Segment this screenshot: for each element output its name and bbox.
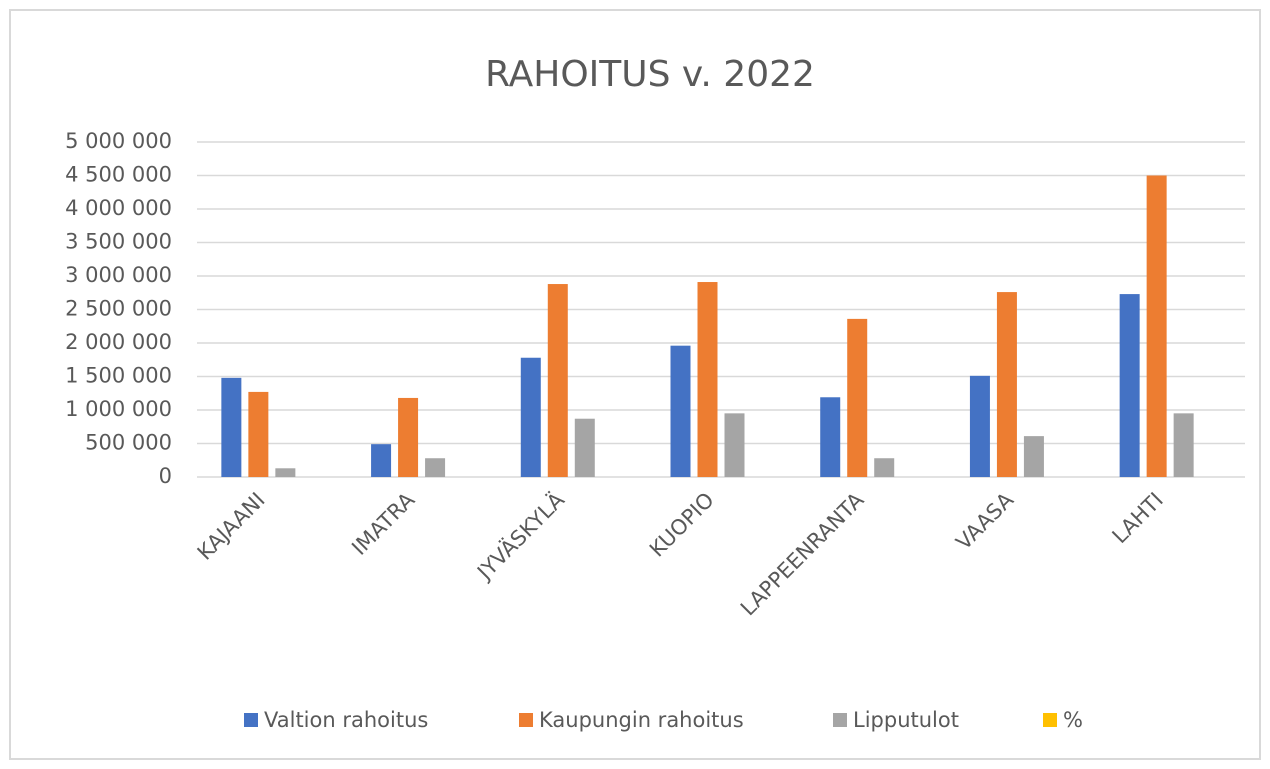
bar [969,375,990,477]
legend-swatch [833,713,847,727]
bar [1173,413,1194,477]
legend-swatch [519,713,533,727]
legend-label: Lipputulot [853,708,959,732]
y-tick-label: 1 500 000 [65,364,172,388]
y-tick-label: 1 000 000 [65,397,172,421]
legend-label: Kaupungin rahoitus [539,708,744,732]
bar [996,292,1017,477]
bar [520,357,541,477]
bar [574,418,595,477]
chart-border [9,9,1261,760]
y-tick-label: 5 000 000 [65,129,172,153]
bar [275,468,296,477]
legend-swatch [1043,713,1057,727]
bar [547,284,568,477]
bar [724,413,745,477]
bar [820,397,841,477]
bar [425,458,446,477]
bar [1119,294,1140,477]
bar [1023,436,1044,477]
legend-label: Valtion rahoitus [264,708,428,732]
bar [398,397,419,477]
y-tick-label: 4 000 000 [65,196,172,220]
bar [1146,175,1167,477]
y-tick-label: 500 000 [85,431,172,455]
y-tick-label: 0 [159,464,172,488]
y-tick-label: 2 000 000 [65,330,172,354]
bar [847,318,868,477]
legend-swatch [244,713,258,727]
bar [874,458,895,477]
y-tick-label: 2 500 000 [65,297,172,321]
chart-title: RAHOITUS v. 2022 [485,54,815,95]
legend-label: % [1063,708,1083,732]
bar [670,345,691,477]
y-tick-label: 3 500 000 [65,230,172,254]
y-tick-label: 3 000 000 [65,263,172,287]
bar [371,444,392,477]
bar [697,282,718,477]
bar [248,391,269,477]
y-tick-label: 4 500 000 [65,163,172,187]
bar [221,377,242,477]
